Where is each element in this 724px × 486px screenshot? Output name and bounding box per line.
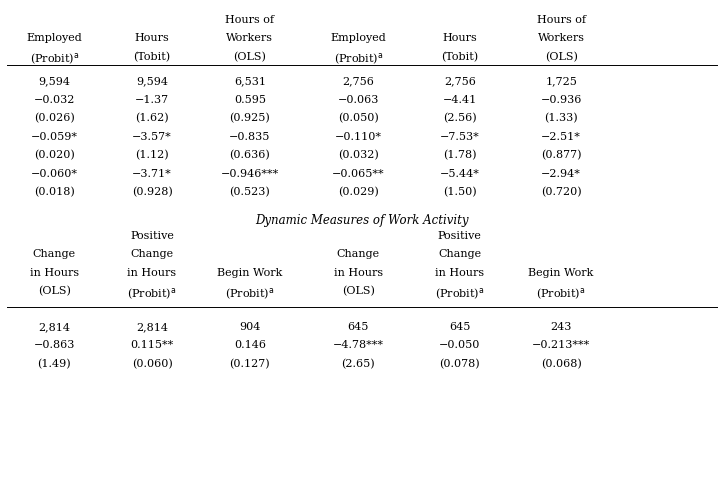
Text: (0.032): (0.032) [338,150,379,161]
Text: 645: 645 [449,322,471,332]
Text: −0.065**: −0.065** [332,169,384,179]
Text: −4.78***: −4.78*** [333,341,384,350]
Text: −0.863: −0.863 [33,341,75,350]
Text: 2,814: 2,814 [38,322,70,332]
Text: (OLS): (OLS) [342,286,375,296]
Text: (Probit)$^{\mathrm{a}}$: (Probit)$^{\mathrm{a}}$ [127,286,177,301]
Text: (2.56): (2.56) [443,113,476,124]
Text: 243: 243 [550,322,572,332]
Text: 0.115**: 0.115** [130,341,174,350]
Text: (Probit)$^{\mathrm{a}}$: (Probit)$^{\mathrm{a}}$ [435,286,484,301]
Text: Employed: Employed [330,33,387,43]
Text: −0.032: −0.032 [33,95,75,105]
Text: Change: Change [337,249,380,259]
Text: Begin Work: Begin Work [529,268,594,278]
Text: 1,725: 1,725 [545,76,577,87]
Text: −2.51*: −2.51* [541,132,581,142]
Text: 2,814: 2,814 [136,322,168,332]
Text: 9,594: 9,594 [136,76,168,87]
Text: (0.029): (0.029) [338,187,379,198]
Text: Hours: Hours [442,33,477,43]
Text: Workers: Workers [227,33,273,43]
Text: (Tobit): (Tobit) [441,52,479,62]
Text: 645: 645 [348,322,369,332]
Text: −0.213***: −0.213*** [532,341,590,350]
Text: −5.44*: −5.44* [439,169,480,179]
Text: Positive: Positive [438,231,481,241]
Text: 2,756: 2,756 [342,76,374,87]
Text: in Hours: in Hours [435,268,484,278]
Text: Dynamic Measures of Work Activity: Dynamic Measures of Work Activity [256,214,468,227]
Text: −0.946***: −0.946*** [221,169,279,179]
Text: (0.925): (0.925) [230,113,270,124]
Text: (Probit)$^{\mathrm{a}}$: (Probit)$^{\mathrm{a}}$ [334,52,383,67]
Text: −0.110*: −0.110* [335,132,382,142]
Text: Hours of: Hours of [536,15,586,25]
Text: (OLS): (OLS) [544,52,578,62]
Text: 904: 904 [239,322,261,332]
Text: (0.068): (0.068) [541,359,581,369]
Text: Hours of: Hours of [225,15,274,25]
Text: 6,531: 6,531 [234,76,266,87]
Text: 9,594: 9,594 [38,76,70,87]
Text: (0.928): (0.928) [132,187,172,198]
Text: −0.936: −0.936 [540,95,582,105]
Text: Change: Change [33,249,76,259]
Text: (Probit)$^{\mathrm{a}}$: (Probit)$^{\mathrm{a}}$ [536,286,586,301]
Text: (2.65): (2.65) [342,359,375,369]
Text: (0.026): (0.026) [34,113,75,124]
Text: (1.62): (1.62) [135,113,169,124]
Text: (0.127): (0.127) [230,359,270,369]
Text: (OLS): (OLS) [233,52,266,62]
Text: (1.33): (1.33) [544,113,578,124]
Text: (0.636): (0.636) [230,150,270,161]
Text: −0.835: −0.835 [229,132,271,142]
Text: −1.37: −1.37 [135,95,169,105]
Text: (1.50): (1.50) [443,187,476,198]
Text: −0.050: −0.050 [439,341,481,350]
Text: (0.060): (0.060) [132,359,172,369]
Text: Hours: Hours [135,33,169,43]
Text: −0.059*: −0.059* [31,132,77,142]
Text: (1.12): (1.12) [135,150,169,161]
Text: 0.595: 0.595 [234,95,266,105]
Text: −3.71*: −3.71* [132,169,172,179]
Text: 2,756: 2,756 [444,76,476,87]
Text: in Hours: in Hours [30,268,79,278]
Text: −0.060*: −0.060* [31,169,77,179]
Text: Change: Change [130,249,174,259]
Text: Positive: Positive [130,231,174,241]
Text: −4.41: −4.41 [442,95,477,105]
Text: Begin Work: Begin Work [217,268,282,278]
Text: (0.523): (0.523) [230,187,270,198]
Text: Workers: Workers [538,33,584,43]
Text: −7.53*: −7.53* [440,132,479,142]
Text: (0.050): (0.050) [338,113,379,124]
Text: (0.877): (0.877) [541,150,581,161]
Text: 0.146: 0.146 [234,341,266,350]
Text: (0.018): (0.018) [34,187,75,198]
Text: −0.063: −0.063 [337,95,379,105]
Text: (0.078): (0.078) [439,359,480,369]
Text: Employed: Employed [26,33,83,43]
Text: (Probit)$^{\mathrm{a}}$: (Probit)$^{\mathrm{a}}$ [30,52,79,67]
Text: Change: Change [438,249,481,259]
Text: (Probit)$^{\mathrm{a}}$: (Probit)$^{\mathrm{a}}$ [225,286,274,301]
Text: (0.020): (0.020) [34,150,75,161]
Text: (1.49): (1.49) [38,359,71,369]
Text: (0.720): (0.720) [541,187,581,198]
Text: in Hours: in Hours [127,268,177,278]
Text: (1.78): (1.78) [443,150,476,161]
Text: (Tobit): (Tobit) [133,52,171,62]
Text: −3.57*: −3.57* [132,132,172,142]
Text: −2.94*: −2.94* [541,169,581,179]
Text: (OLS): (OLS) [38,286,71,296]
Text: in Hours: in Hours [334,268,383,278]
